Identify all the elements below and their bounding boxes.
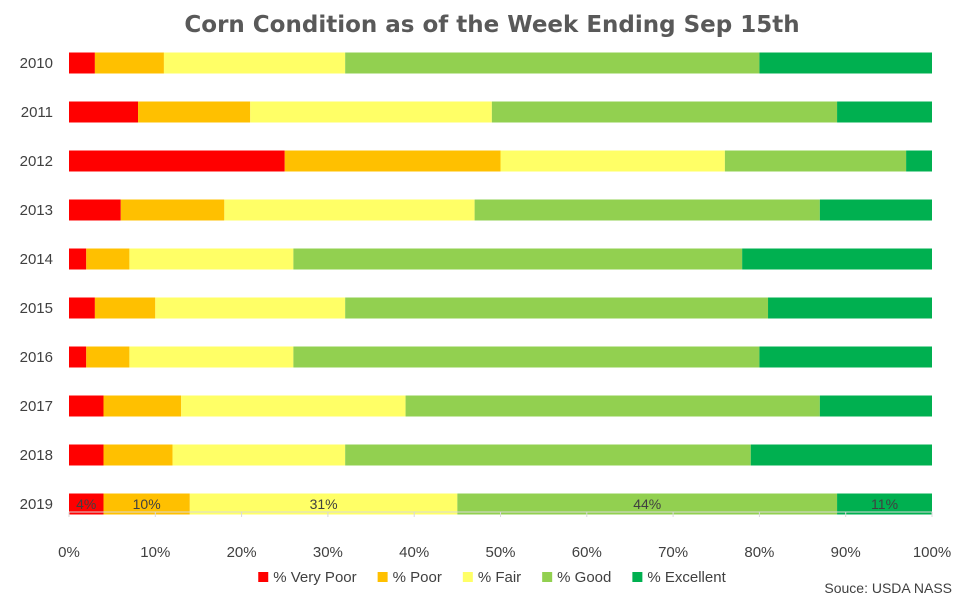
bar-segment-2014-fair xyxy=(129,248,294,270)
legend-swatch xyxy=(377,572,388,582)
bar-segment-2016-good xyxy=(293,346,760,368)
bar-segment-2013-very-poor xyxy=(69,199,121,221)
bar-segment-2014-good xyxy=(293,248,743,270)
legend: % Very Poor % Poor % Fair % Good % Excellent xyxy=(258,569,727,586)
bar-segment-2019-fair xyxy=(189,493,458,515)
bar-segment-2011-good xyxy=(491,101,838,123)
bar-segment-2010-good xyxy=(345,52,760,74)
legend-swatch xyxy=(258,572,269,582)
bar-segment-2012-very-poor xyxy=(69,150,285,172)
bar-segment-2015-excellent xyxy=(768,297,932,319)
legend-swatch xyxy=(632,572,643,582)
bar-segment-2016-very-poor xyxy=(69,346,87,368)
bar-segment-2016-fair xyxy=(129,346,294,368)
bar-segment-2013-good xyxy=(474,199,820,221)
bar-segment-2011-fair xyxy=(250,101,492,123)
bar-segment-2015-good xyxy=(345,297,769,319)
bar-segment-2015-fair xyxy=(155,297,346,319)
bar-segment-2019-excellent xyxy=(837,493,932,515)
category-label: 2015 xyxy=(20,300,53,317)
data-label: 4% xyxy=(76,496,96,512)
legend-label: % Very Poor xyxy=(273,569,356,586)
bar-segment-2012-fair xyxy=(500,150,725,172)
x-tick-label: 80% xyxy=(744,544,774,561)
x-tick-label: 90% xyxy=(831,544,861,561)
x-tick-label: 20% xyxy=(227,544,257,561)
bar-segment-2010-very-poor xyxy=(69,52,95,74)
legend-swatch xyxy=(462,572,473,582)
bar-segment-2019-good xyxy=(457,493,838,515)
bar-segment-2018-very-poor xyxy=(69,444,104,466)
bar-segment-2014-excellent xyxy=(742,248,932,270)
bars-group: 4% 10% 31% 44% 11% xyxy=(69,52,932,515)
bar-segment-2018-excellent xyxy=(750,444,932,466)
data-label: 10% xyxy=(133,496,161,512)
data-label: 11% xyxy=(871,496,898,512)
bar-segment-2014-very-poor xyxy=(69,248,87,270)
legend-label: % Excellent xyxy=(647,569,726,586)
category-label: 2011 xyxy=(21,104,53,121)
bar-segment-2017-good xyxy=(405,395,820,417)
x-tick-label: 30% xyxy=(313,544,343,561)
x-tick-label: 100% xyxy=(913,544,951,561)
bar-segment-2010-poor xyxy=(94,52,164,74)
bar-segment-2019-poor xyxy=(103,493,190,515)
bar-segment-2015-poor xyxy=(94,297,156,319)
bar-segment-2011-poor xyxy=(138,101,251,123)
bar-segment-2011-very-poor xyxy=(69,101,139,123)
bar-segment-2018-fair xyxy=(172,444,346,466)
bar-segment-2018-good xyxy=(345,444,751,466)
bar-segment-2011-excellent xyxy=(837,101,932,123)
x-tick-label: 40% xyxy=(399,544,429,561)
category-label: 2012 xyxy=(20,153,53,170)
bar-segment-2013-fair xyxy=(224,199,475,221)
bar-segment-2014-poor xyxy=(86,248,130,270)
category-label: 2018 xyxy=(20,447,53,464)
category-label: 2016 xyxy=(20,349,53,366)
x-axis: 0% 10% 20% 30% 40% 50% 60% 70% 80% 90% 100% xyxy=(58,511,951,561)
bar-segment-2012-excellent xyxy=(906,150,932,172)
bar-segment-2012-good xyxy=(724,150,907,172)
category-label: 2014 xyxy=(20,251,53,268)
x-tick-label: 70% xyxy=(658,544,688,561)
bar-segment-2013-excellent xyxy=(819,199,932,221)
legend-label: % Fair xyxy=(478,569,521,586)
bar-segment-2018-poor xyxy=(103,444,173,466)
bar-segment-2010-excellent xyxy=(759,52,932,74)
x-tick-label: 0% xyxy=(58,544,80,561)
x-tick-label: 10% xyxy=(140,544,170,561)
category-labels: 2010 2011 2012 2013 2014 2015 2016 2017 2018 2019 xyxy=(20,55,53,513)
category-label: 2017 xyxy=(20,398,53,415)
bar-segment-2019-very-poor xyxy=(69,493,104,515)
legend-label: % Good xyxy=(557,569,611,586)
data-label: 31% xyxy=(310,496,338,512)
bar-segment-2017-very-poor xyxy=(69,395,104,417)
x-tick-label: 60% xyxy=(572,544,602,561)
legend-label: % Poor xyxy=(393,569,442,586)
legend-swatch xyxy=(542,572,553,582)
category-label: 2019 xyxy=(20,496,53,513)
category-label: 2010 xyxy=(20,55,53,72)
chart-title: Corn Condition as of the Week Ending Sep… xyxy=(184,12,799,38)
data-label: 44% xyxy=(633,496,661,512)
source-note: Souce: USDA NASS xyxy=(824,580,952,596)
category-label: 2013 xyxy=(20,202,53,219)
bar-segment-2017-fair xyxy=(181,395,406,417)
bar-segment-2017-excellent xyxy=(819,395,932,417)
bar-segment-2013-poor xyxy=(120,199,225,221)
bar-segment-2012-poor xyxy=(284,150,501,172)
x-tick-label: 50% xyxy=(485,544,515,561)
bar-segment-2017-poor xyxy=(103,395,182,417)
bar-segment-2015-very-poor xyxy=(69,297,95,319)
bar-segment-2016-excellent xyxy=(759,346,932,368)
bar-segment-2010-fair xyxy=(163,52,346,74)
bar-segment-2016-poor xyxy=(86,346,130,368)
